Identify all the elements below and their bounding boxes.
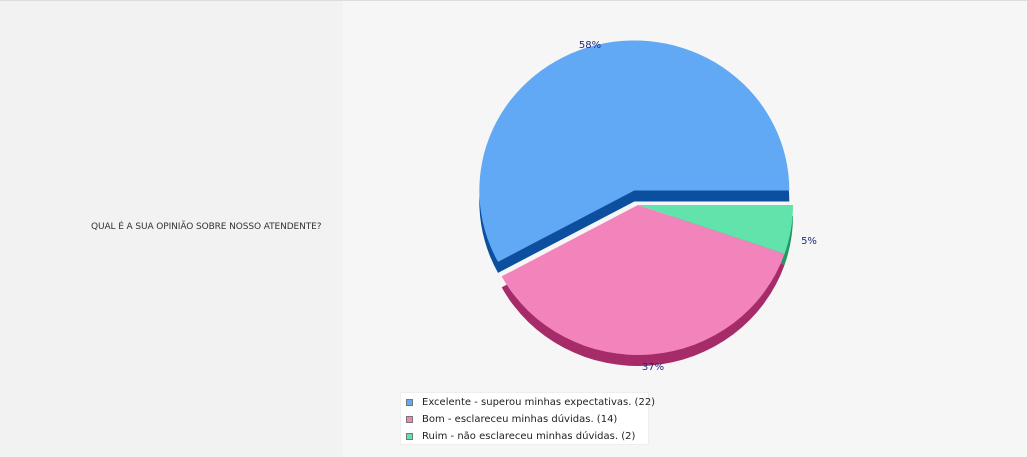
pie-chart: 58% 37% 5% [479,40,817,373]
chart-legend: Excelente - superou minhas expectativas.… [400,392,655,445]
pie-slice-excelente[interactable] [479,40,790,262]
legend-label-ruim: Ruim - não esclareceu minhas dúvidas. (2… [422,430,636,442]
legend-swatch-excelente [406,398,413,406]
legend-item-bom: Bom - esclareceu minhas dúvidas. (14) [406,412,617,426]
pie-label-excelente: 58% [579,40,601,51]
legend-swatch-ruim [406,432,413,440]
legend-label-excelente: Excelente - superou minhas expectativas.… [422,396,656,408]
question-text: QUAL É A SUA OPINIÃO SOBRE NOSSO ATENDEN… [91,222,322,232]
legend-label-bom: Bom - esclareceu minhas dúvidas. (14) [422,413,618,425]
legend-swatch-bom [406,415,413,423]
legend-item-excelente: Excelente - superou minhas expectativas.… [406,395,655,409]
legend-item-ruim: Ruim - não esclareceu minhas dúvidas. (2… [406,429,635,443]
pie-label-bom: 37% [642,362,664,373]
pie-slice-ruim[interactable] [638,205,793,254]
pie-label-ruim: 5% [801,236,817,247]
pie-slice-bom[interactable] [501,205,785,356]
top-border [0,0,1027,1]
question-panel [0,1,343,457]
